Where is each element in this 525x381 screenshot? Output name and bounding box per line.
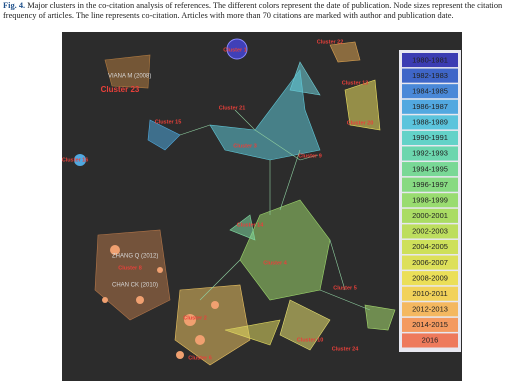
legend-swatch — [402, 99, 458, 114]
co-citation-line — [319, 289, 371, 311]
cluster-label: Cluster 3 — [233, 143, 257, 149]
legend-swatch — [402, 115, 458, 130]
node — [195, 335, 205, 345]
legend-swatch — [402, 302, 458, 317]
legend-swatch — [402, 333, 458, 348]
author-label: ZHANG Q (2012) — [112, 254, 158, 260]
legend-swatch — [402, 162, 458, 177]
node — [176, 351, 184, 359]
cluster-label: Cluster 20 — [347, 120, 374, 126]
cluster-label: Cluster 9 — [298, 153, 322, 159]
legend-swatch — [402, 68, 458, 83]
node — [74, 154, 86, 166]
labels: Cluster 1 Cluster 22 Cluster 23 Cluster 13 C… — [62, 39, 374, 361]
cluster-label: Cluster 16 — [62, 157, 89, 163]
node — [211, 301, 219, 309]
cluster-label: Cluster 13 — [342, 80, 369, 86]
cluster-hull — [147, 119, 181, 151]
legend-label: 2006-2007 — [412, 258, 448, 267]
node — [184, 314, 196, 326]
co-citation-line — [299, 154, 319, 161]
co-citation-line — [254, 129, 301, 161]
legend-label: 2004-2005 — [412, 242, 448, 251]
legend-label: 2010-2011 — [412, 289, 447, 298]
cluster-hull — [364, 304, 396, 331]
author-label: CHAN CK (2010) — [112, 283, 158, 289]
legend-swatch — [402, 317, 458, 332]
legend-label: 1992-1993 — [412, 149, 448, 158]
legend-label: 1990-1991 — [412, 133, 448, 142]
cluster-hull — [344, 79, 381, 131]
co-citation-line — [279, 149, 301, 211]
legend-label: 1988-1989 — [412, 118, 448, 127]
cluster-label: Cluster 14 — [237, 222, 265, 228]
legend-label: 1980-1981 — [412, 55, 448, 64]
cluster-label: Cluster 22 — [317, 39, 344, 45]
cluster-label: Cluster 10 — [297, 337, 324, 343]
legend-swatch — [402, 130, 458, 145]
legend-label: 1984-1985 — [412, 86, 448, 95]
legend-swatch — [402, 271, 458, 286]
cluster-hull — [279, 299, 331, 351]
legend-label: 2000-2001 — [412, 211, 448, 220]
node — [136, 296, 144, 304]
cluster-hull — [174, 284, 251, 366]
cluster-label: Cluster 21 — [219, 105, 246, 111]
cluster-label: Cluster 2 — [183, 315, 207, 321]
network-panel — [62, 32, 462, 381]
co-citation-line — [234, 109, 256, 131]
legend-label: 1996-1997 — [412, 180, 448, 189]
cluster-label: Cluster 24 — [332, 346, 360, 352]
cluster-hull — [104, 54, 151, 89]
cluster-label: Cluster 5 — [333, 285, 357, 291]
cluster-hull — [224, 319, 281, 346]
cluster-hull — [209, 69, 321, 161]
legend-label: 2002-2003 — [412, 227, 448, 236]
legend-label: 2008-2009 — [412, 273, 448, 282]
legend-swatch — [402, 239, 458, 255]
legend-label: 2012-2013 — [412, 305, 448, 314]
node — [110, 245, 120, 255]
co-citation-line — [329, 239, 346, 291]
cluster-label: Cluster 23 — [101, 85, 140, 94]
legend-swatch — [402, 53, 458, 68]
node — [102, 297, 108, 303]
legend-label: 2014-2015 — [412, 320, 448, 329]
legend-swatch — [402, 177, 458, 192]
cluster-hull — [329, 41, 361, 63]
node — [226, 38, 248, 60]
co-citation-line — [199, 259, 241, 301]
legend-swatch — [402, 146, 458, 161]
legend-swatch — [402, 84, 458, 99]
caption-label: Fig. 4. — [3, 1, 26, 10]
cluster-label: Cluster 1 — [223, 47, 247, 53]
legend-label: 1986-1987 — [412, 102, 448, 111]
legend-label: 1998-1999 — [412, 195, 448, 204]
legend-label: 1994-1995 — [412, 164, 448, 173]
node — [157, 267, 163, 273]
cluster-label: Cluster 4 — [263, 260, 287, 266]
legend-swatch — [402, 286, 458, 301]
cluster-label: Cluster 15 — [155, 119, 182, 125]
network — [74, 38, 396, 366]
cluster-label: Cluster 8 — [118, 265, 142, 271]
co-citation-line — [179, 124, 211, 136]
cluster-label: Cluster 6 — [188, 355, 212, 361]
cluster-hull — [229, 214, 256, 241]
legend: 1980-1981 1982-1983 1984-1985 1986-1987 1988… — [402, 53, 458, 348]
legend-swatch — [402, 224, 458, 239]
legend-swatch — [402, 208, 458, 223]
legend-swatch — [402, 255, 458, 270]
caption-text: Major clusters in the co-citation analys… — [3, 1, 503, 20]
author-label: VIANA M (2008) — [108, 74, 151, 80]
legend-swatch — [402, 193, 458, 208]
caption: Fig. 4. Major clusters in the co-citatio… — [3, 1, 522, 21]
legend-label: 2016 — [422, 336, 439, 345]
legend-label: 1982-1983 — [412, 71, 448, 80]
